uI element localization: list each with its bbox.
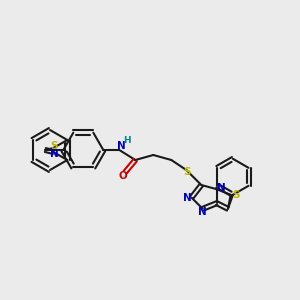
Text: N: N: [117, 141, 126, 151]
Text: S: S: [184, 167, 191, 177]
Text: S: S: [232, 190, 239, 200]
Text: O: O: [119, 171, 128, 181]
Text: N: N: [50, 149, 59, 159]
Text: N: N: [217, 183, 226, 193]
Text: N: N: [198, 207, 207, 217]
Text: H: H: [124, 136, 131, 146]
Text: N: N: [183, 193, 192, 202]
Text: S: S: [51, 141, 58, 151]
